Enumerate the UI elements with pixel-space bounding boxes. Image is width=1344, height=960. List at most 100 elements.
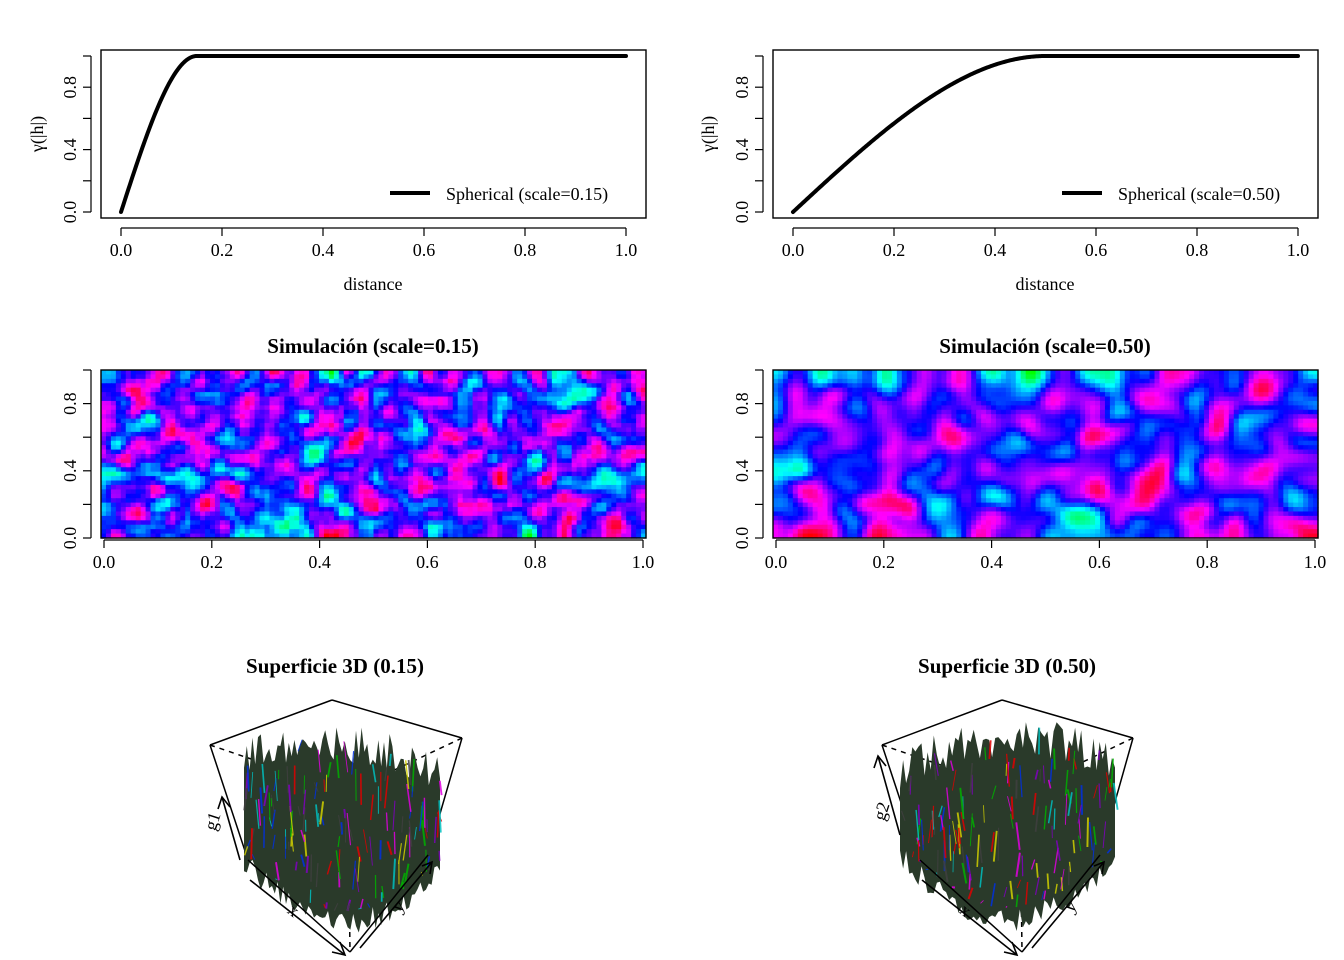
- heatmap-cell: [185, 436, 191, 442]
- heatmap-cell: [477, 489, 484, 495]
- heatmap-cell: [304, 378, 310, 384]
- heatmap-cell: [274, 520, 280, 526]
- heatmap-cell: [294, 454, 300, 460]
- heatmap-cell: [323, 476, 330, 482]
- heatmap-cell: [180, 524, 186, 530]
- heatmap-cell: [822, 374, 829, 380]
- heatmap-cell: [472, 524, 479, 530]
- heatmap-cell: [517, 436, 523, 442]
- heatmap-cell: [224, 515, 231, 521]
- heatmap-cell: [135, 383, 142, 389]
- heatmap-cell: [522, 392, 528, 398]
- heatmap-cell: [264, 445, 271, 451]
- heatmap-cell: [333, 484, 340, 490]
- heatmap-cell: [581, 454, 588, 460]
- heatmap-cell: [388, 423, 394, 429]
- heatmap-cell: [140, 418, 147, 424]
- heatmap-cell: [1100, 370, 1106, 376]
- heatmap-cell: [120, 476, 127, 482]
- heatmap-cell: [155, 418, 162, 424]
- heatmap-cell: [527, 431, 533, 437]
- heatmap-cell: [487, 370, 493, 376]
- heatmap-cell: [867, 374, 873, 380]
- heatmap-cell: [279, 467, 285, 473]
- heatmap-cell: [437, 458, 444, 464]
- heatmap-cell: [214, 409, 221, 415]
- heatmap-cell: [802, 392, 809, 398]
- heatmap-cell: [991, 387, 997, 393]
- heatmap-cell: [115, 493, 122, 499]
- heatmap-cell: [442, 374, 449, 380]
- heatmap-cell: [1139, 387, 1146, 393]
- heatmap-cell: [472, 515, 479, 521]
- heatmap-cell: [537, 515, 543, 521]
- heatmap-cell: [190, 507, 196, 513]
- heatmap-cell: [314, 400, 320, 406]
- heatmap-cell: [807, 387, 814, 393]
- heatmap-cell: [527, 396, 533, 402]
- heatmap-cell: [591, 431, 598, 437]
- heatmap-cell: [551, 480, 558, 486]
- heatmap-cell: [185, 440, 191, 446]
- heatmap-cell: [477, 458, 484, 464]
- heatmap-cell: [626, 449, 632, 455]
- heatmap-cell: [200, 489, 206, 495]
- heatmap-cell: [1124, 374, 1131, 380]
- heatmap-cell: [1090, 392, 1096, 398]
- heatmap-cell: [1095, 374, 1101, 380]
- heatmap-cell: [284, 511, 290, 517]
- heatmap-cell: [581, 493, 588, 499]
- heatmap-cell: [423, 476, 429, 482]
- heatmap-cell: [205, 454, 211, 460]
- heatmap-cell: [1268, 374, 1274, 380]
- heatmap-cell: [304, 392, 310, 398]
- heatmap-cell: [611, 418, 617, 424]
- heatmap-cell: [442, 414, 449, 420]
- heatmap-cell: [527, 458, 533, 464]
- heatmap-cell: [224, 480, 231, 486]
- heatmap-cell: [621, 400, 627, 406]
- heatmap-cell: [110, 374, 117, 380]
- heatmap-cell: [591, 423, 598, 429]
- heatmap-cell: [457, 480, 464, 486]
- heatmap-cell: [219, 374, 226, 380]
- heatmap-cell: [551, 476, 558, 482]
- heatmap-cell: [447, 405, 454, 411]
- heatmap-cell: [388, 511, 394, 517]
- heatmap-cell: [926, 387, 933, 393]
- heatmap-cell: [517, 471, 523, 477]
- heatmap-cell: [492, 387, 498, 393]
- heatmap-cell: [368, 484, 375, 490]
- heatmap-cell: [328, 440, 335, 446]
- heatmap-cell: [931, 396, 938, 402]
- heatmap-cell: [120, 524, 127, 530]
- heatmap-cell: [274, 427, 280, 433]
- heatmap-cell: [239, 489, 246, 495]
- heatmap-cell: [363, 449, 370, 455]
- heatmap-cell: [319, 409, 325, 415]
- heatmap-cell: [432, 511, 439, 517]
- heatmap-cell: [1045, 387, 1052, 393]
- heatmap-cell: [418, 383, 424, 389]
- heatmap-cell: [304, 476, 310, 482]
- heatmap-cell: [1035, 370, 1042, 376]
- heatmap-cell: [185, 396, 191, 402]
- heatmap-cell: [886, 387, 893, 393]
- heatmap-cell: [428, 418, 434, 424]
- heatmap-cell: [986, 383, 992, 389]
- heatmap-cell: [353, 423, 360, 429]
- heatmap-cell: [368, 427, 375, 433]
- heatmap-cell: [135, 414, 142, 420]
- heatmap-cell: [556, 467, 563, 473]
- heatmap-cell: [383, 515, 389, 521]
- heatmap-cell: [175, 458, 181, 464]
- heatmap-cell: [135, 489, 142, 495]
- heatmap-cell: [229, 409, 236, 415]
- heatmap-cell: [214, 418, 221, 424]
- heatmap-cell: [239, 396, 246, 402]
- heatmap-cell: [348, 387, 355, 393]
- heatmap-cell: [403, 462, 409, 468]
- heatmap-cell: [492, 529, 498, 535]
- heatmap-cell: [1164, 383, 1170, 389]
- heatmap-cell: [487, 515, 493, 521]
